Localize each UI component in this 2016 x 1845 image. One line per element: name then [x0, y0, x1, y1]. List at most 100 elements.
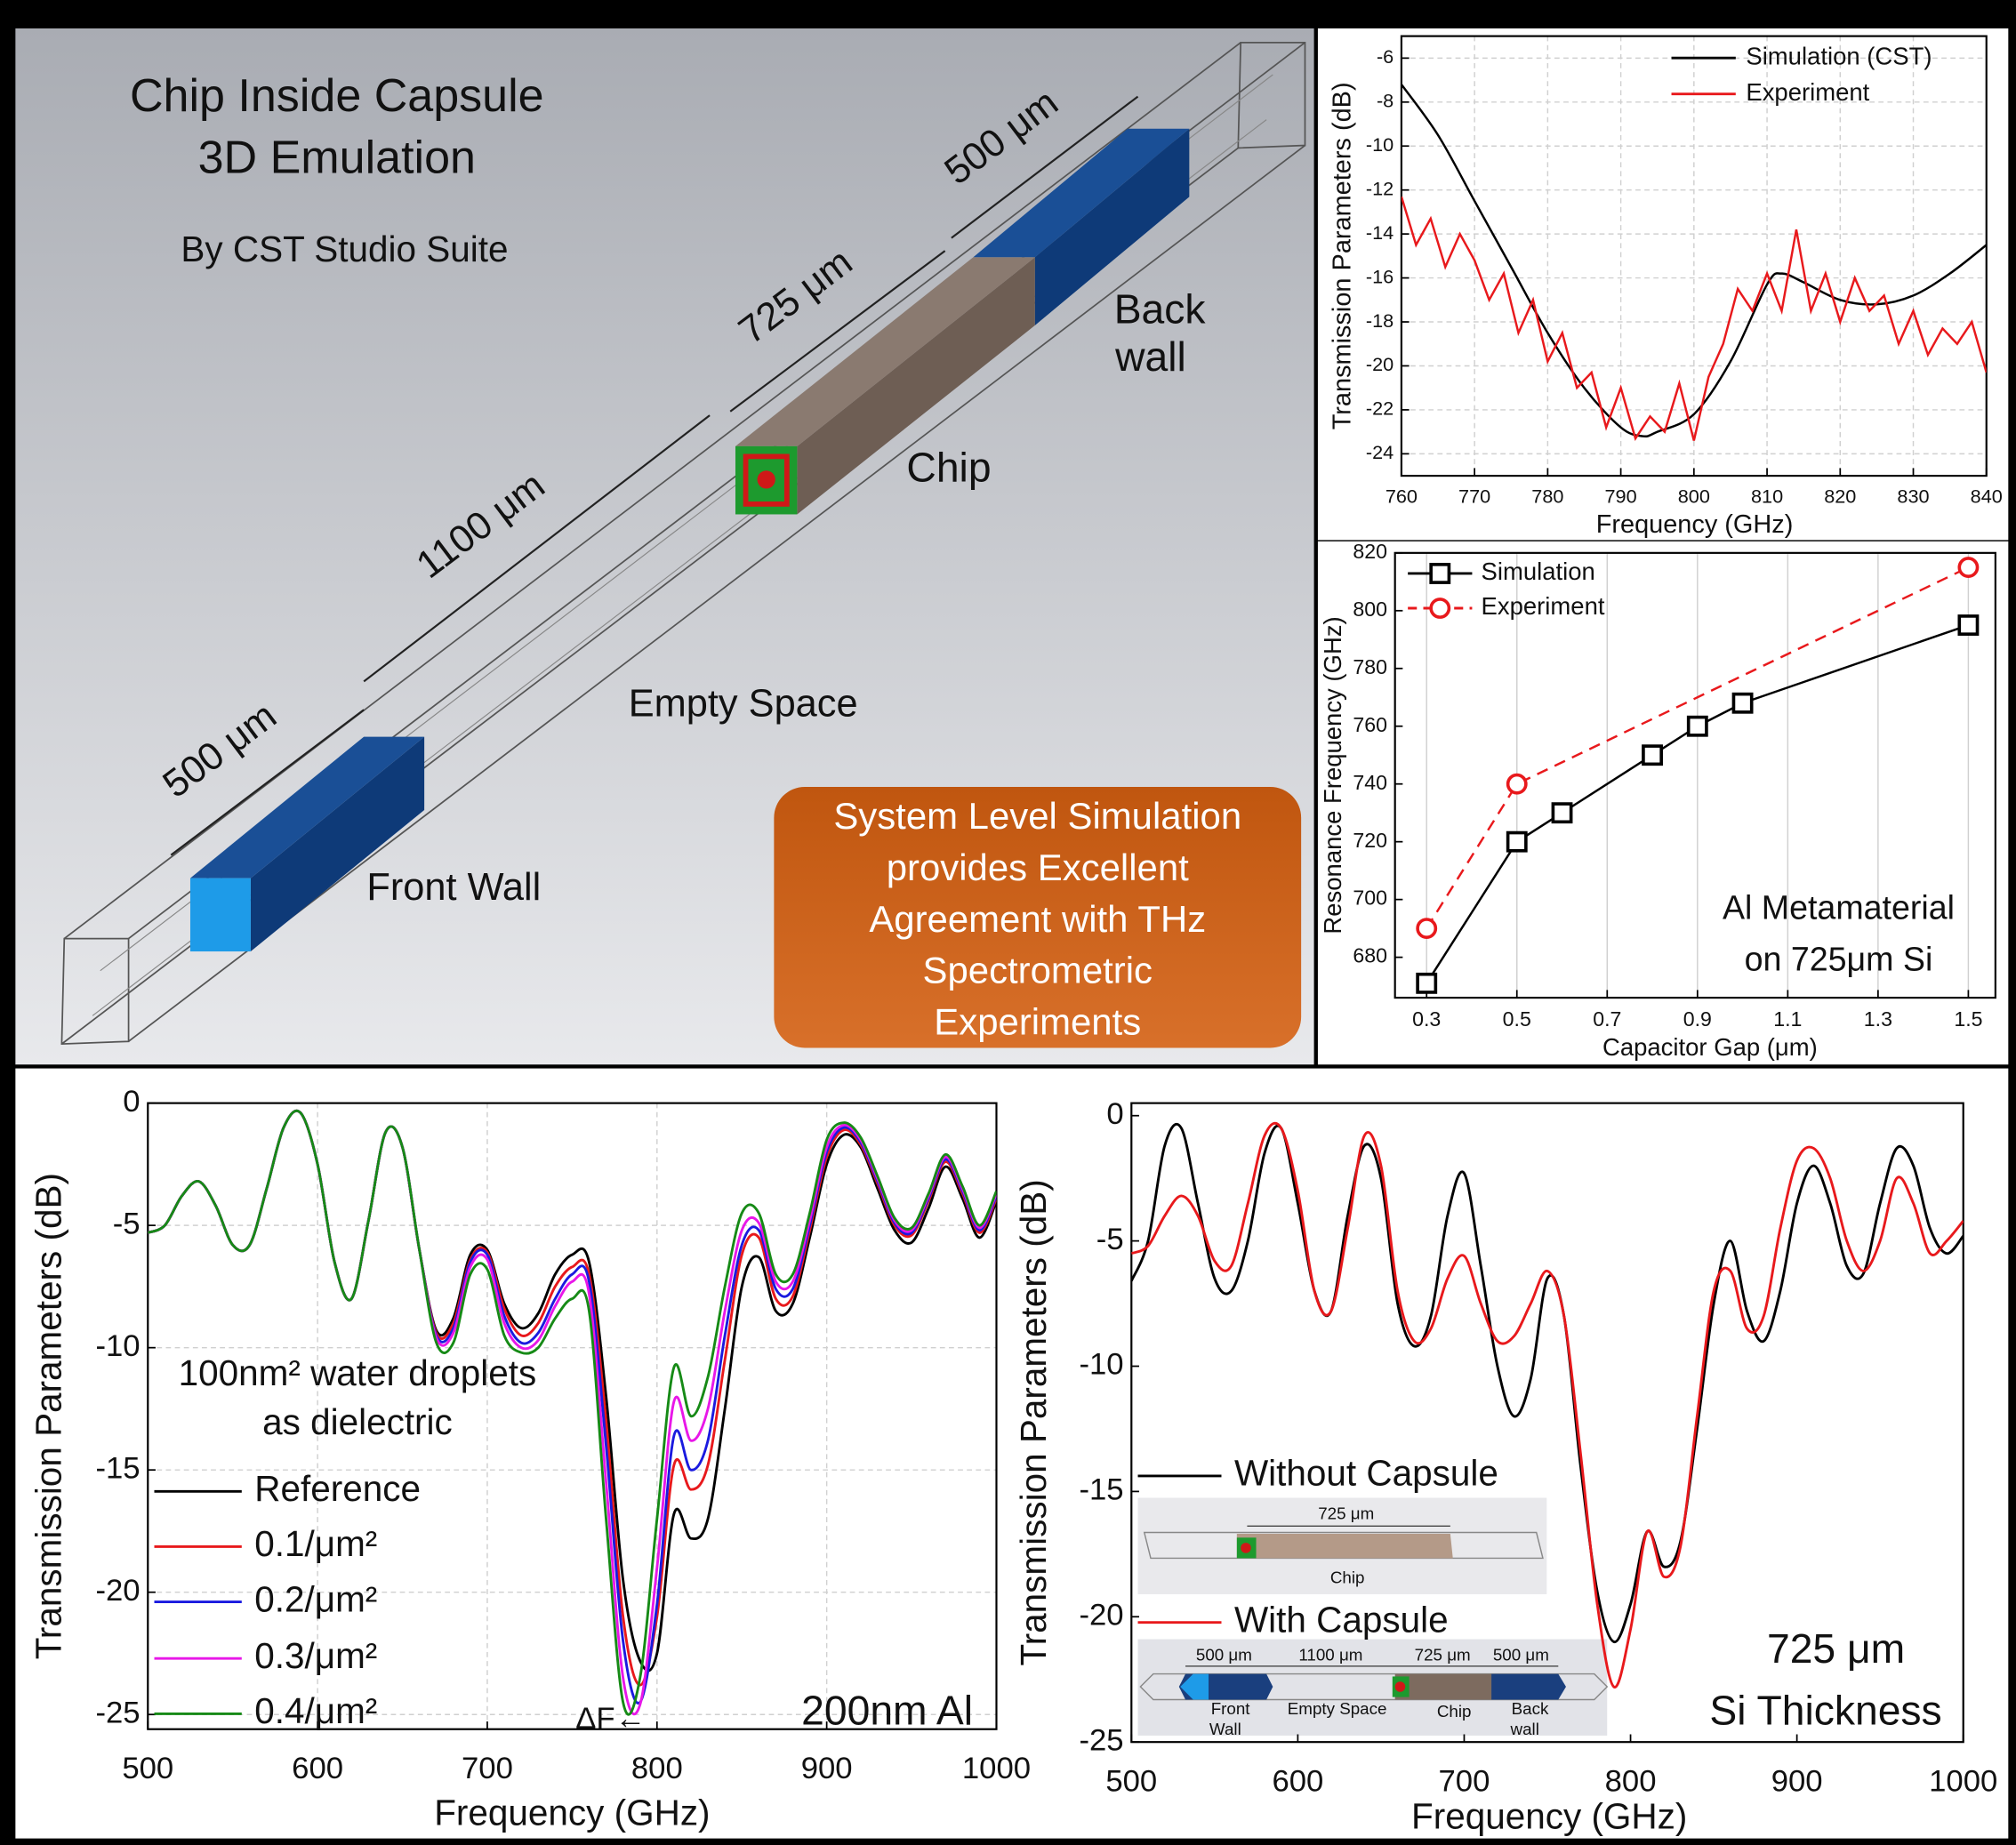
- marker: [1686, 715, 1708, 737]
- y-tick-label: 740: [1353, 771, 1387, 794]
- y-tick-label: 0: [123, 1085, 140, 1119]
- callout-text: System Level Simulation provides Excellen…: [833, 795, 1241, 1042]
- inset-label: Empty Space: [1288, 1699, 1387, 1718]
- y-tick-label: 0: [1106, 1097, 1123, 1131]
- callout-line: provides Excellent: [887, 846, 1189, 888]
- y-tick-label: -25: [1079, 1723, 1123, 1757]
- x-tick-label: 800: [1678, 485, 1710, 507]
- marker: [1506, 830, 1528, 853]
- x-tick-label: 500: [122, 1752, 173, 1785]
- series-line: [148, 1109, 997, 1716]
- x-tick-label: 840: [1971, 485, 2003, 507]
- x-tick-label: 0.5: [1503, 1007, 1531, 1031]
- y-tick-label: -12: [1366, 177, 1394, 199]
- marker: [1957, 614, 1980, 636]
- y-tick-label: -15: [1079, 1473, 1123, 1507]
- x-tick-label: 800: [631, 1752, 683, 1785]
- part-label: Back: [1114, 286, 1207, 333]
- plot-frame: [147, 1102, 998, 1730]
- x-tick-label: 1000: [1929, 1765, 1997, 1799]
- annotation: ΔF←: [575, 1702, 646, 1736]
- x-tick-label: 760: [1385, 485, 1418, 507]
- x-axis-label: Frequency (GHz): [434, 1792, 710, 1833]
- marker: [1642, 744, 1663, 766]
- marker: [1429, 563, 1451, 584]
- series-line: [1401, 196, 1987, 441]
- annotation: as dielectric: [262, 1401, 453, 1442]
- chart: 500 600 700 800 900 1000 0 -5 -10 -15 -20 -25 Freque…: [28, 1085, 1032, 1833]
- legend-label: Experiment: [1482, 592, 1605, 620]
- y-tick-label: 760: [1353, 713, 1387, 736]
- y-tick-label: -10: [1366, 133, 1394, 156]
- y-axis-label: Transmission Parameters (dB): [1328, 82, 1356, 429]
- annotation: Al Metamaterial: [1723, 889, 1955, 927]
- x-axis-label: Frequency (GHz): [1411, 1796, 1687, 1837]
- inset-labels: 725 μm Chip 500 μm 1100 μm 725 μm 500 μm Front…: [1196, 1504, 1549, 1738]
- marker: [1506, 773, 1528, 795]
- chip-block: [735, 257, 1035, 515]
- callout-line: Spectrometric: [923, 950, 1153, 991]
- legend-label: Experiment: [1746, 78, 1869, 106]
- legend-label: Reference: [254, 1468, 421, 1509]
- inset-label: Wall: [1209, 1720, 1241, 1738]
- x-tick-label: 810: [1751, 485, 1783, 507]
- inset-capsule: [1137, 1497, 1609, 1736]
- part-label: wall: [1114, 333, 1186, 380]
- x-tick-label: 900: [801, 1752, 853, 1785]
- legend-label: 0.3/μm²: [254, 1635, 377, 1676]
- x-tick-label: 500: [1105, 1765, 1157, 1799]
- marker: [1416, 918, 1438, 940]
- callout-box: [774, 786, 1302, 1048]
- illustration-subtitle: By CST Studio Suite: [181, 229, 508, 269]
- plot-frame: [1394, 551, 1996, 999]
- marker: [1731, 692, 1754, 714]
- illustration-title: 3D Emulation: [198, 132, 476, 184]
- annotation: 725 μm: [1767, 1625, 1905, 1672]
- annotation: on 725μm Si: [1745, 941, 1933, 978]
- y-tick-label: 820: [1353, 540, 1387, 563]
- callout-line: Agreement with THz: [869, 898, 1206, 940]
- back-wall-block: [973, 128, 1190, 325]
- x-tick-label: 770: [1458, 485, 1490, 507]
- marker: [1416, 972, 1438, 994]
- y-tick-label: 800: [1353, 598, 1387, 621]
- y-tick-label: -15: [95, 1451, 140, 1485]
- y-tick-label: -20: [1079, 1598, 1123, 1632]
- x-tick-label: 780: [1531, 485, 1563, 507]
- x-tick-label: 1000: [962, 1752, 1031, 1785]
- marker: [1957, 557, 1980, 579]
- y-tick-label: -16: [1366, 265, 1394, 287]
- y-tick-label: 720: [1353, 829, 1387, 852]
- legend-label: With Capsule: [1234, 1599, 1449, 1640]
- x-tick-label: 1.5: [1954, 1007, 1982, 1031]
- marker: [1551, 802, 1573, 824]
- series-line: [1426, 566, 1969, 929]
- x-tick-label: 700: [462, 1752, 513, 1785]
- inset-label: 725 μm: [1415, 1645, 1471, 1664]
- y-tick-label: -20: [1366, 353, 1394, 375]
- inset-label: Back: [1512, 1699, 1549, 1718]
- chart: 500 600 700 800 900 1000 0 -5 -10 -15 -20 -25 Freque…: [1013, 1097, 1997, 1837]
- y-axis-label: Transmission Parameters (dB): [1013, 1179, 1054, 1665]
- dimension-arrows: [170, 95, 1139, 856]
- inset-label: 725 μm: [1318, 1504, 1374, 1522]
- x-tick-label: 1.3: [1864, 1007, 1892, 1031]
- x-tick-label: 1.1: [1773, 1007, 1802, 1031]
- x-tick-label: 600: [1272, 1765, 1323, 1799]
- inset-label: Chip: [1330, 1568, 1365, 1587]
- plot-frame: [1130, 1102, 1964, 1744]
- annotation: 100nm² water droplets: [179, 1352, 537, 1393]
- chart: 760 770 780 790 800 810 820 830 840 -6 -8 -10 -12 -14…: [1328, 35, 2003, 539]
- chart: 0.3 0.5 0.7 0.9 1.1 1.3 1.5 680 700 720 740 760 780 8…: [1319, 540, 1996, 1061]
- series-line: [1131, 1122, 1964, 1643]
- y-tick-label: -24: [1366, 441, 1394, 463]
- x-tick-label: 900: [1771, 1765, 1823, 1799]
- inset-label: Chip: [1437, 1702, 1472, 1721]
- y-tick-label: 700: [1353, 886, 1387, 910]
- illustration-title: Chip Inside Capsule: [130, 70, 544, 122]
- x-tick-label: 820: [1824, 485, 1856, 507]
- y-tick-label: -5: [1096, 1223, 1124, 1256]
- x-tick-label: 700: [1439, 1765, 1490, 1799]
- series-line: [1401, 84, 1987, 438]
